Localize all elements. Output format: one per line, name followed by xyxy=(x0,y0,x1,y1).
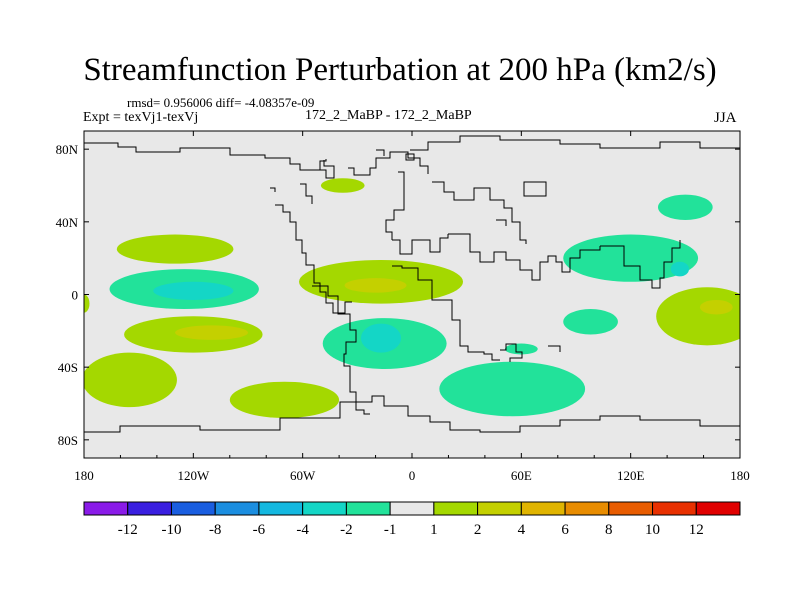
plot-area: 180 120W 60W 0 60E 120E 180 80N 40N 0 40S 80S xyxy=(56,130,750,483)
field-eurasia-negative xyxy=(658,194,713,221)
coastline-europe-west xyxy=(385,171,405,240)
colorbar-swatch xyxy=(170,501,216,516)
field-dateline-edge-positive xyxy=(84,294,90,313)
colorbar-swatch xyxy=(477,501,522,516)
colorbar-swatch xyxy=(127,501,172,516)
colorbar-label: -4 xyxy=(296,522,309,538)
field-south-america-core xyxy=(344,278,407,293)
field-south-pacific-core xyxy=(175,325,248,340)
experiment-label: Expt = texVj1-texVj xyxy=(83,110,199,125)
colorbar-swatch xyxy=(695,501,741,516)
x-tick-label: 60E xyxy=(511,468,532,483)
coastline-antarctica xyxy=(84,395,740,433)
coastline-africa xyxy=(392,265,500,361)
x-axis: 180 120W 60W 0 60E 120E 180 xyxy=(74,131,750,483)
coastline-south-america xyxy=(312,285,370,415)
colorbar-swatch xyxy=(302,501,347,516)
x-tick-label: 0 xyxy=(409,468,416,483)
coastline-small-islands xyxy=(376,149,547,226)
colorbar-label: -12 xyxy=(118,522,138,538)
colorbar-label: 8 xyxy=(605,522,613,538)
chart-title: Streamfunction Perturbation at 200 hPa (… xyxy=(83,52,717,88)
colorbar-swatch xyxy=(214,501,260,516)
coastline-arabia-india xyxy=(448,233,601,281)
coastline-east-asia xyxy=(600,240,681,289)
coastline-mediterranean xyxy=(392,234,449,255)
field-arctic-positive xyxy=(320,178,365,193)
colorbar: -12 -10 -8 -6 -4 -2 -1 1 2 4 6 8 10 12 xyxy=(83,501,741,538)
coastline-asia-north xyxy=(410,135,740,151)
y-axis: 80N 40N 0 40S 80S xyxy=(56,142,740,448)
field-southern-ocean-small xyxy=(504,343,538,355)
stats-text: rmsd= 0.956006 diff= -4.08357e-09 xyxy=(127,95,315,110)
x-tick-label: 180 xyxy=(74,468,94,483)
colorbar-swatch xyxy=(258,501,304,516)
field-southeast-pacific-positive xyxy=(229,381,340,419)
y-tick-label: 80S xyxy=(58,433,78,448)
y-tick-label: 0 xyxy=(72,288,79,303)
x-tick-label: 120E xyxy=(617,468,645,483)
colorbar-swatch xyxy=(608,501,654,516)
field-west-pacific-core xyxy=(699,299,733,315)
coastline-siberia xyxy=(432,181,527,244)
colorbar-label: -6 xyxy=(253,522,266,538)
field-indian-ocean-negative xyxy=(563,309,618,335)
colorbar-swatch xyxy=(520,501,566,516)
colorbar-swatch xyxy=(433,501,479,516)
coastline-hudson xyxy=(300,160,335,204)
colorbar-swatch xyxy=(564,501,610,516)
coastline-australia xyxy=(500,343,561,362)
coastline-north-america xyxy=(270,187,352,314)
center-label: 172_2_MaBP - 172_2_MaBP xyxy=(305,108,472,123)
colorbar-swatch xyxy=(345,501,391,516)
y-tick-label: 80N xyxy=(56,142,79,157)
field-southern-ocean-negative xyxy=(439,361,586,417)
colorbar-label: 12 xyxy=(689,522,704,538)
field-west-pacific-positive xyxy=(656,287,740,346)
colorbar-label: 2 xyxy=(474,522,482,538)
colorbar-swatch xyxy=(83,501,129,516)
colorbar-label: 10 xyxy=(645,522,660,538)
colorbar-label: 1 xyxy=(430,522,438,538)
field-tropical-pacific-core xyxy=(153,281,234,300)
field-atlantic-core xyxy=(360,323,402,353)
field-asia-core xyxy=(670,261,689,277)
colorbar-label: 4 xyxy=(518,522,526,538)
y-tick-label: 40N xyxy=(56,215,79,230)
x-tick-label: 60W xyxy=(290,468,316,483)
coastline-europe-north xyxy=(348,151,429,176)
field-regions xyxy=(84,178,740,419)
colorbar-swatch xyxy=(389,501,435,516)
colorbar-label: -8 xyxy=(209,522,222,538)
coastlines xyxy=(84,135,740,433)
x-tick-label: 120W xyxy=(177,468,210,483)
colorbar-swatch xyxy=(652,501,697,516)
field-south-pacific-southern-positive xyxy=(84,352,177,408)
x-tick-label: 180 xyxy=(730,468,750,483)
colorbar-label: -1 xyxy=(384,522,397,538)
colorbar-label: -2 xyxy=(340,522,353,538)
y-tick-label: 40S xyxy=(58,360,78,375)
colorbar-label: 6 xyxy=(561,522,569,538)
colorbar-label: -10 xyxy=(161,522,181,538)
season-label: JJA xyxy=(714,110,737,126)
field-north-pacific-positive xyxy=(116,234,234,264)
